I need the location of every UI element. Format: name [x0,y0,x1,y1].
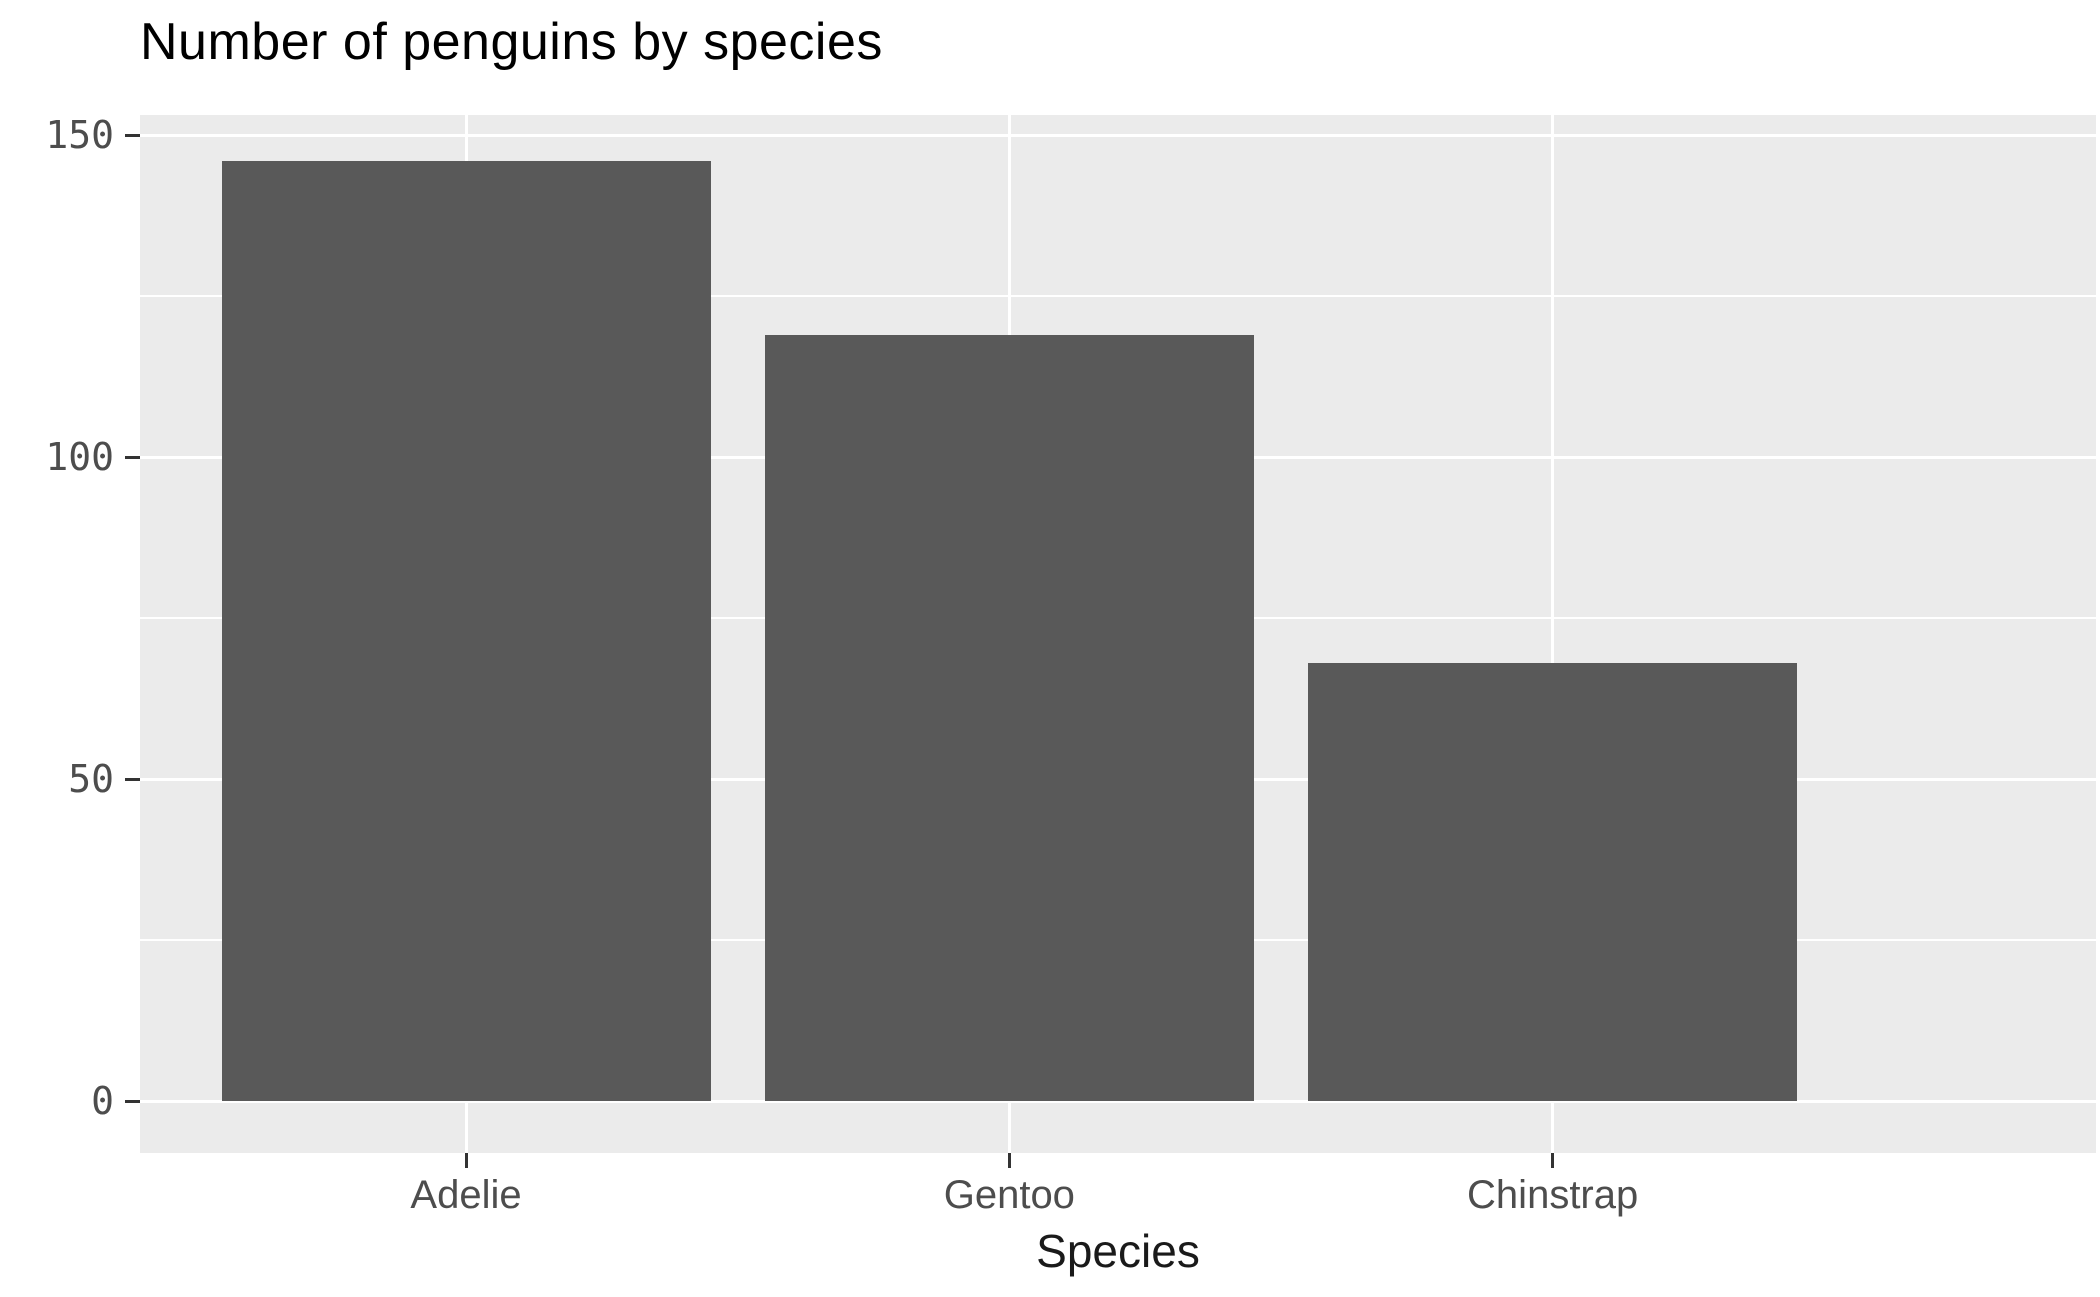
bar-adelie [221,160,711,1101]
y-tick-mark [125,1099,140,1103]
x-axis-title: Species [1036,1225,1200,1277]
y-tick-label: 100 [45,435,114,479]
bar-gentoo [764,334,1254,1101]
y-tick-mark [125,133,140,137]
x-gridline-major [1551,115,1555,1153]
chart-panel [140,115,2096,1153]
bar-chinstrap [1308,663,1798,1101]
y-tick-label: 0 [91,1079,114,1123]
chart-title: Number of penguins by species [140,13,883,71]
y-gridline-minor [140,295,2096,297]
y-tick-label: 50 [68,757,114,801]
x-tick-label-gentoo: Gentoo [943,1173,1075,1217]
x-tick-label-chinstrap: Chinstrap [1467,1173,1639,1217]
x-tick-mark [1551,1153,1555,1168]
y-tick-mark [125,777,140,781]
y-gridline-major [140,1099,2096,1103]
x-tick-mark [464,1153,468,1168]
x-tick-label-adelie: Adelie [410,1173,522,1217]
y-tick-label: 150 [45,113,114,157]
y-tick-mark [125,455,140,459]
y-gridline-major [140,133,2096,137]
x-tick-mark [1007,1153,1011,1168]
